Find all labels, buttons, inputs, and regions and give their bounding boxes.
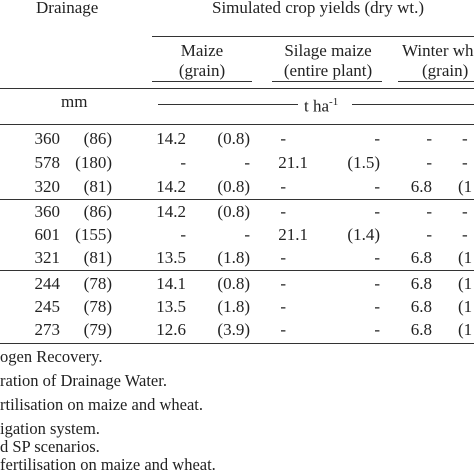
- maize-header: Maize: [180, 41, 224, 60]
- maize-subheader: (grain): [178, 61, 226, 80]
- unit-mm: mm: [61, 92, 88, 111]
- unit-tha: t ha-1: [304, 96, 339, 116]
- table-bottom-rule: [0, 343, 474, 344]
- winter-underline: [398, 81, 474, 82]
- footnote: d SP scenarios.: [0, 437, 100, 456]
- footnote: rtilisation on maize and wheat.: [0, 395, 203, 414]
- group-divider-1: [0, 199, 474, 200]
- footnote: ogen Recovery.: [0, 347, 103, 366]
- winter-wheat-header: Winter wh: [402, 41, 474, 60]
- silage-maize-header: Silage maize: [284, 41, 372, 60]
- footnote: ration of Drainage Water.: [0, 371, 167, 390]
- group-divider-2: [0, 270, 474, 271]
- header-bottom-rule: [0, 88, 474, 89]
- yields-header-rule: [152, 36, 474, 37]
- unit-rule-left: [158, 104, 298, 105]
- footnote: igation system.: [0, 419, 100, 438]
- maize-underline: [152, 81, 252, 82]
- footnote: fertilisation on maize and wheat.: [0, 455, 216, 474]
- unit-rule-right: [352, 104, 474, 105]
- silage-underline: [272, 81, 382, 82]
- units-bottom-rule: [0, 124, 474, 125]
- yields-header: Simulated crop yields (dry wt.): [212, 0, 424, 17]
- silage-maize-subheader: (entire plant): [283, 61, 373, 80]
- winter-wheat-subheader: (grain): [422, 61, 469, 80]
- drainage-header: Drainage: [36, 0, 99, 17]
